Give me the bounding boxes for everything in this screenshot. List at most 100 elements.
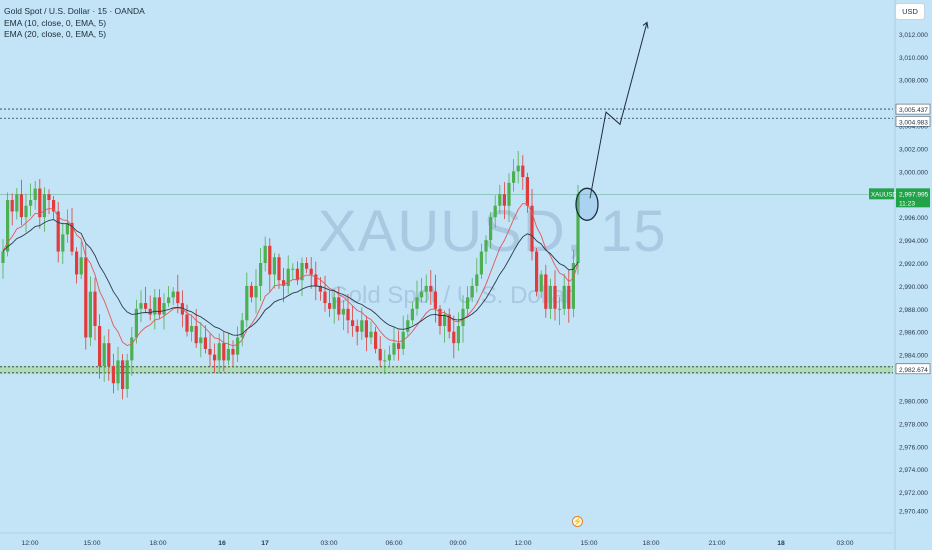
candle-down[interactable] bbox=[553, 285, 557, 309]
candle-down[interactable] bbox=[84, 257, 88, 338]
candle-up[interactable] bbox=[42, 194, 46, 218]
candle-down[interactable] bbox=[268, 245, 272, 275]
candle-down[interactable] bbox=[249, 285, 253, 298]
candle-down[interactable] bbox=[19, 194, 23, 218]
candle-down[interactable] bbox=[213, 354, 217, 361]
candle-up[interactable] bbox=[507, 182, 511, 206]
candle-down[interactable] bbox=[305, 263, 309, 269]
candle-up[interactable] bbox=[489, 217, 493, 241]
candle-up[interactable] bbox=[548, 285, 552, 309]
candle-down[interactable] bbox=[38, 188, 42, 218]
candle-down[interactable] bbox=[544, 274, 548, 309]
candle-up[interactable] bbox=[576, 194, 580, 263]
candle-down[interactable] bbox=[70, 222, 74, 252]
candle-up[interactable] bbox=[415, 297, 419, 309]
candle-up[interactable] bbox=[291, 268, 295, 270]
candle-up[interactable] bbox=[539, 274, 543, 292]
candle-down[interactable] bbox=[157, 297, 161, 315]
candle-down[interactable] bbox=[337, 297, 341, 315]
lightning-icon[interactable]: ⚡ bbox=[572, 516, 583, 527]
candle-down[interactable] bbox=[433, 291, 437, 309]
candle-down[interactable] bbox=[98, 326, 102, 367]
candle-down[interactable] bbox=[521, 165, 525, 178]
candle-down[interactable] bbox=[231, 348, 235, 355]
currency-button[interactable]: USD bbox=[895, 3, 925, 20]
candle-up[interactable] bbox=[392, 343, 396, 355]
candle-down[interactable] bbox=[567, 285, 571, 309]
candle-up[interactable] bbox=[300, 263, 304, 281]
candle-up[interactable] bbox=[332, 297, 336, 309]
candle-down[interactable] bbox=[208, 348, 212, 355]
candle-down[interactable] bbox=[144, 303, 148, 309]
candle-down[interactable] bbox=[397, 343, 401, 349]
candle-up[interactable] bbox=[217, 343, 221, 361]
projection-arrow[interactable] bbox=[589, 22, 648, 199]
candle-up[interactable] bbox=[562, 285, 566, 309]
candle-up[interactable] bbox=[406, 320, 410, 332]
candle-up[interactable] bbox=[420, 291, 424, 298]
candle-up[interactable] bbox=[466, 297, 470, 309]
candle-up[interactable] bbox=[470, 285, 474, 298]
candle-up[interactable] bbox=[456, 326, 460, 344]
candle-up[interactable] bbox=[116, 360, 120, 384]
candle-down[interactable] bbox=[185, 314, 189, 332]
candle-up[interactable] bbox=[571, 263, 575, 309]
candle-up[interactable] bbox=[61, 234, 65, 252]
candle-up[interactable] bbox=[360, 320, 364, 332]
candle-up[interactable] bbox=[498, 194, 502, 206]
candle-down[interactable] bbox=[318, 285, 322, 292]
candle-up[interactable] bbox=[254, 285, 258, 298]
candle-up[interactable] bbox=[341, 308, 345, 315]
candle-up[interactable] bbox=[387, 354, 391, 361]
candle-down[interactable] bbox=[295, 268, 299, 281]
candle-up[interactable] bbox=[6, 200, 10, 252]
candle-up[interactable] bbox=[475, 274, 479, 286]
candle-down[interactable] bbox=[203, 337, 207, 349]
candle-up[interactable] bbox=[410, 308, 414, 321]
legend-ema20[interactable]: EMA (20, close, 0, EMA, 5) bbox=[4, 29, 107, 39]
candle-up[interactable] bbox=[1, 251, 5, 263]
candle-up[interactable] bbox=[493, 205, 497, 218]
candle-down[interactable] bbox=[47, 194, 51, 200]
candle-up[interactable] bbox=[24, 205, 28, 218]
candle-down[interactable] bbox=[309, 268, 313, 275]
candle-up[interactable] bbox=[516, 165, 520, 172]
candle-up[interactable] bbox=[167, 297, 171, 304]
candle-up[interactable] bbox=[171, 291, 175, 298]
candle-down[interactable] bbox=[52, 200, 56, 212]
candle-down[interactable] bbox=[314, 274, 318, 286]
price-axis[interactable] bbox=[895, 0, 932, 550]
candle-up[interactable] bbox=[558, 308, 562, 310]
candle-down[interactable] bbox=[222, 343, 226, 361]
candle-up[interactable] bbox=[125, 360, 129, 389]
candle-up[interactable] bbox=[259, 263, 263, 286]
candle-up[interactable] bbox=[139, 303, 143, 309]
candle-up[interactable] bbox=[102, 343, 106, 367]
candle-down[interactable] bbox=[364, 320, 368, 338]
candle-down[interactable] bbox=[530, 205, 534, 252]
candle-down[interactable] bbox=[502, 194, 506, 206]
candle-up[interactable] bbox=[236, 337, 240, 355]
candle-up[interactable] bbox=[153, 297, 157, 315]
candle-down[interactable] bbox=[525, 177, 529, 206]
candle-down[interactable] bbox=[447, 314, 451, 332]
highlight-circle[interactable] bbox=[575, 187, 599, 221]
candle-down[interactable] bbox=[194, 326, 198, 344]
candle-down[interactable] bbox=[111, 366, 115, 384]
candle-up[interactable] bbox=[199, 337, 203, 344]
candle-down[interactable] bbox=[328, 303, 332, 309]
candle-up[interactable] bbox=[240, 320, 244, 338]
candle-up[interactable] bbox=[245, 285, 249, 321]
candle-down[interactable] bbox=[121, 360, 125, 389]
candle-down[interactable] bbox=[176, 291, 180, 304]
candle-down[interactable] bbox=[452, 331, 456, 344]
candle-up[interactable] bbox=[461, 308, 465, 326]
candle-up[interactable] bbox=[190, 326, 194, 332]
candle-down[interactable] bbox=[374, 331, 378, 349]
candle-down[interactable] bbox=[355, 326, 359, 332]
candle-down[interactable] bbox=[351, 320, 355, 326]
candle-up[interactable] bbox=[88, 291, 92, 338]
candle-up[interactable] bbox=[479, 251, 483, 275]
candle-up[interactable] bbox=[226, 348, 230, 361]
